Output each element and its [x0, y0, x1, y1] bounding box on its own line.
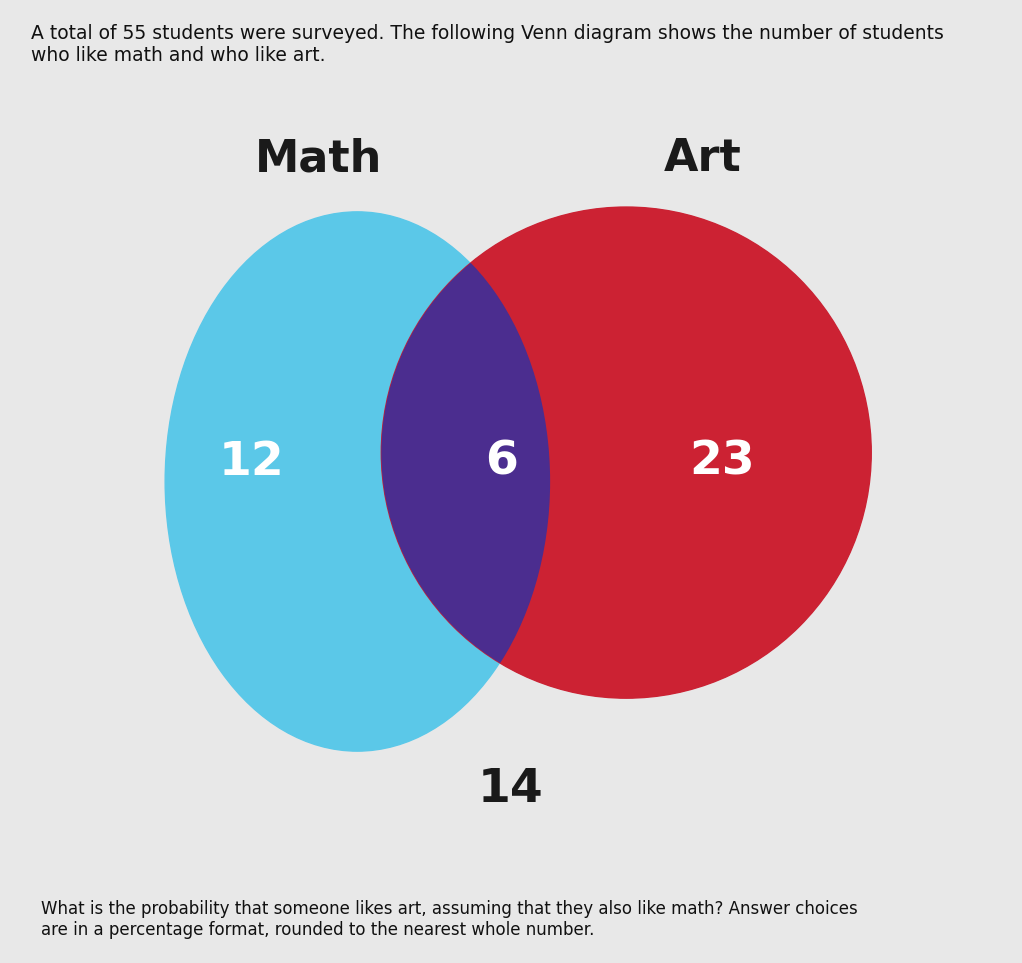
Ellipse shape — [166, 212, 550, 751]
Text: What is the probability that someone likes art, assuming that they also like mat: What is the probability that someone lik… — [41, 900, 857, 939]
Circle shape — [381, 207, 871, 698]
Text: 12: 12 — [219, 440, 284, 484]
Circle shape — [381, 207, 871, 698]
Text: Art: Art — [664, 138, 742, 180]
Text: 14: 14 — [478, 768, 544, 812]
Text: Math: Math — [256, 138, 382, 180]
Text: 6: 6 — [485, 440, 518, 484]
Text: 23: 23 — [690, 440, 755, 484]
Ellipse shape — [166, 212, 550, 751]
Text: A total of 55 students were surveyed. The following Venn diagram shows the numbe: A total of 55 students were surveyed. Th… — [31, 24, 943, 65]
